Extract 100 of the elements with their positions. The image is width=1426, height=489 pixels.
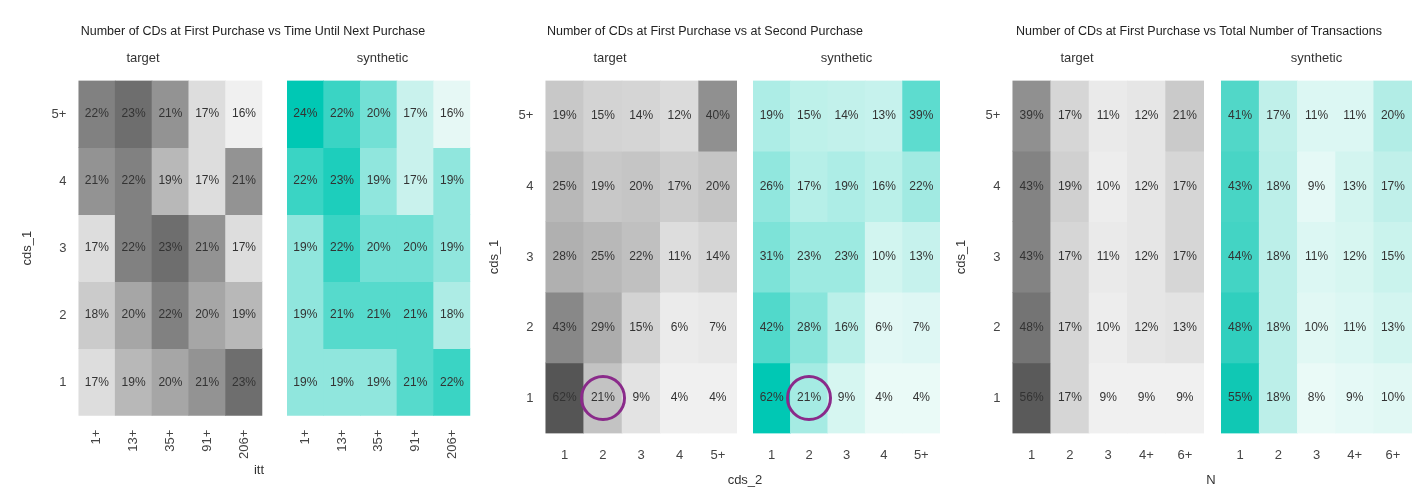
data-label: 22% bbox=[84, 106, 110, 121]
x-tick-label: 13+ bbox=[333, 429, 349, 452]
data-label: 17% bbox=[797, 178, 822, 193]
data-label: 19% bbox=[231, 307, 257, 322]
data-label: 16% bbox=[439, 106, 465, 121]
data-label: 62% bbox=[759, 390, 785, 405]
data-label: 20% bbox=[705, 178, 731, 193]
data-label: 55% bbox=[1228, 390, 1253, 405]
data-label: 23% bbox=[158, 240, 183, 255]
data-label: 12% bbox=[1134, 108, 1159, 123]
data-label: 21% bbox=[366, 307, 391, 322]
y-tick-label: 3 bbox=[59, 239, 67, 255]
y-tick-label: 4 bbox=[526, 178, 534, 194]
data-label: 23% bbox=[121, 106, 146, 121]
data-label: 21% bbox=[329, 307, 355, 322]
data-label: 17% bbox=[84, 374, 110, 389]
data-label: 15% bbox=[797, 108, 822, 123]
data-label: 10% bbox=[1304, 319, 1329, 334]
y-tick-label: 3 bbox=[526, 248, 534, 264]
data-label: 20% bbox=[366, 240, 391, 255]
data-label: 20% bbox=[158, 374, 183, 389]
data-label: 31% bbox=[759, 249, 785, 264]
data-label: 21% bbox=[590, 390, 616, 405]
x-tick-label: 4+ bbox=[1139, 446, 1154, 462]
y-tick-label: 1 bbox=[993, 389, 1001, 405]
data-label: 16% bbox=[231, 106, 257, 121]
data-label: 22% bbox=[293, 173, 318, 188]
data-label: 19% bbox=[293, 240, 318, 255]
data-label: 18% bbox=[1266, 249, 1291, 264]
x-tick-label: 1 bbox=[1236, 446, 1244, 462]
data-label: 22% bbox=[329, 240, 355, 255]
data-label: 9% bbox=[1176, 390, 1194, 405]
data-label: 14% bbox=[834, 108, 859, 123]
data-label: 19% bbox=[158, 173, 183, 188]
x-tick-label: 1 bbox=[1027, 446, 1036, 462]
data-label: 23% bbox=[231, 374, 257, 389]
data-label: 21% bbox=[195, 240, 220, 255]
data-label: 17% bbox=[1057, 108, 1083, 123]
data-label: 22% bbox=[121, 240, 146, 255]
y-tick-label: 3 bbox=[993, 248, 1001, 264]
data-label: 19% bbox=[329, 374, 355, 389]
y-tick-label: 2 bbox=[993, 319, 1001, 335]
data-label: 22% bbox=[629, 249, 654, 264]
data-label: 9% bbox=[1099, 390, 1118, 405]
data-label: 10% bbox=[1096, 178, 1121, 193]
data-label: 17% bbox=[231, 240, 257, 255]
data-label: 21% bbox=[1172, 108, 1198, 123]
data-label: 17% bbox=[1266, 108, 1291, 123]
data-label: 17% bbox=[195, 173, 220, 188]
data-label: 13% bbox=[1380, 319, 1406, 334]
data-label: 17% bbox=[1057, 390, 1083, 405]
data-label: 21% bbox=[403, 307, 428, 322]
data-label: 11% bbox=[1343, 319, 1367, 334]
data-label: 16% bbox=[871, 178, 897, 193]
data-label: 43% bbox=[1228, 178, 1253, 193]
data-label: 11% bbox=[1096, 249, 1121, 264]
data-label: 23% bbox=[797, 249, 822, 264]
data-label: 43% bbox=[1019, 249, 1044, 264]
chart-title: Number of CDs at First Purchase vs Time Until Next Purchase bbox=[79, 24, 427, 38]
data-label: 12% bbox=[1342, 249, 1368, 264]
data-label: 40% bbox=[705, 108, 731, 123]
data-label: 17% bbox=[403, 173, 428, 188]
x-tick-label: 5+ bbox=[913, 446, 929, 462]
data-label: 17% bbox=[1057, 249, 1083, 264]
x-tick-label: 206+ bbox=[235, 429, 251, 460]
data-label: 6% bbox=[670, 319, 689, 334]
data-label: 20% bbox=[1380, 108, 1406, 123]
x-tick-label: 4 bbox=[880, 446, 888, 462]
data-label: 13% bbox=[1172, 319, 1198, 334]
data-label: 17% bbox=[1057, 319, 1083, 334]
x-tick-label: 91+ bbox=[198, 429, 214, 452]
data-label: 25% bbox=[590, 249, 616, 264]
data-label: 21% bbox=[403, 374, 428, 389]
data-label: 4% bbox=[670, 390, 689, 405]
data-label: 9% bbox=[837, 390, 856, 405]
y-tick-label: 4 bbox=[993, 178, 1001, 194]
data-label: 28% bbox=[552, 249, 577, 264]
x-tick-label: 6+ bbox=[1177, 446, 1193, 462]
x-tick-label: 35+ bbox=[370, 429, 386, 452]
chart-subtitle: synthetic bbox=[1290, 50, 1343, 66]
y-tick-label: 1 bbox=[59, 373, 67, 389]
data-label: 22% bbox=[329, 106, 355, 121]
data-label: 26% bbox=[759, 178, 785, 193]
chart-title: Number of CDs at First Purchase vs at Second Purchase bbox=[545, 24, 865, 38]
data-label: 21% bbox=[231, 173, 257, 188]
y-tick-label: 2 bbox=[526, 319, 534, 335]
data-label: 24% bbox=[293, 106, 318, 121]
data-label: 10% bbox=[1096, 319, 1121, 334]
data-label: 12% bbox=[667, 108, 692, 123]
data-label: 19% bbox=[366, 173, 391, 188]
data-label: 17% bbox=[403, 106, 428, 121]
data-label: 44% bbox=[1228, 249, 1253, 264]
data-label: 9% bbox=[1137, 390, 1156, 405]
y-axis-title: cds_1 bbox=[953, 239, 969, 275]
x-axis-title: itt bbox=[252, 462, 266, 477]
data-label: 22% bbox=[121, 173, 146, 188]
data-label: 19% bbox=[1057, 178, 1083, 193]
data-label: 15% bbox=[590, 108, 616, 123]
data-label: 11% bbox=[1304, 249, 1329, 264]
chart-subtitle: synthetic bbox=[356, 50, 409, 66]
